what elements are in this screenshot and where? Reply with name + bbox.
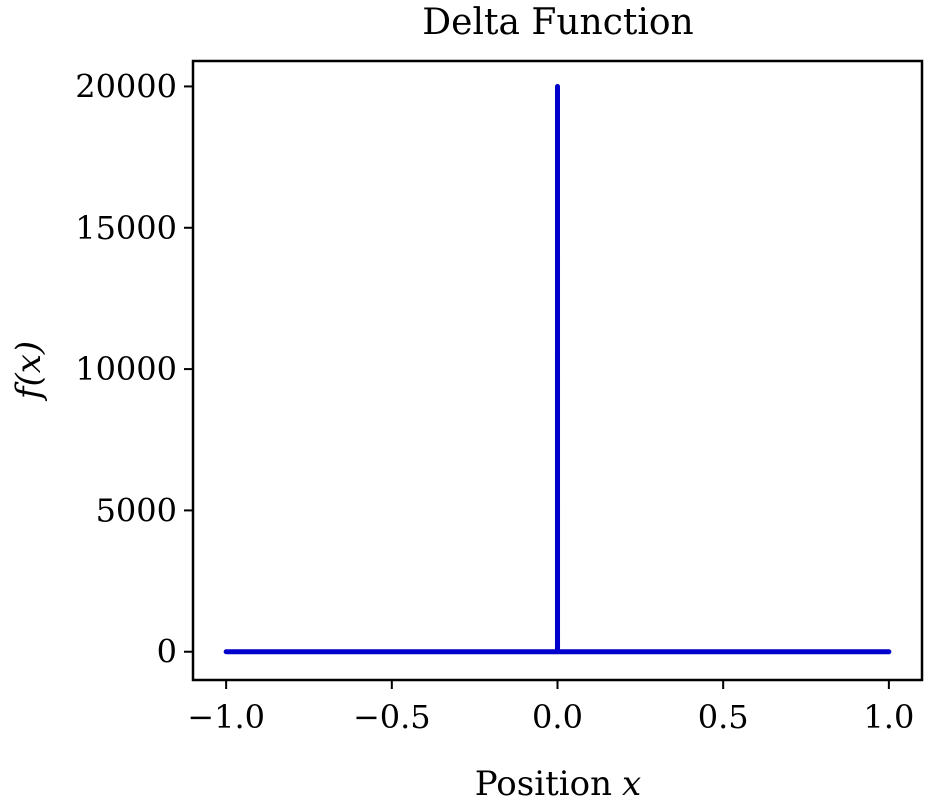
x-axis-label-var: x bbox=[622, 764, 641, 804]
y-axis-ticks: 0 5000 10000 15000 20000 bbox=[75, 67, 193, 671]
x-tick-label: −1.0 bbox=[187, 698, 265, 736]
x-axis-label-text: Position bbox=[475, 764, 612, 804]
x-tick-label: 0.5 bbox=[698, 698, 749, 736]
y-tick-label: 0 bbox=[157, 633, 177, 671]
x-tick-label: 1.0 bbox=[863, 698, 914, 736]
y-tick-label: 20000 bbox=[75, 67, 177, 105]
y-axis-label: f(x) bbox=[9, 341, 49, 402]
x-axis-ticks: −1.0 −0.5 0.0 0.5 1.0 bbox=[187, 680, 914, 736]
x-axis-label: Position x bbox=[475, 764, 641, 804]
x-tick-label: −0.5 bbox=[353, 698, 431, 736]
series-line-0 bbox=[223, 83, 892, 655]
chart-title: Delta Function bbox=[422, 2, 693, 43]
y-tick-label: 15000 bbox=[75, 209, 177, 247]
y-tick-label: 5000 bbox=[96, 491, 177, 529]
x-tick-label: 0.0 bbox=[532, 698, 583, 736]
y-tick-label: 10000 bbox=[75, 350, 177, 388]
plot-area bbox=[223, 83, 892, 655]
